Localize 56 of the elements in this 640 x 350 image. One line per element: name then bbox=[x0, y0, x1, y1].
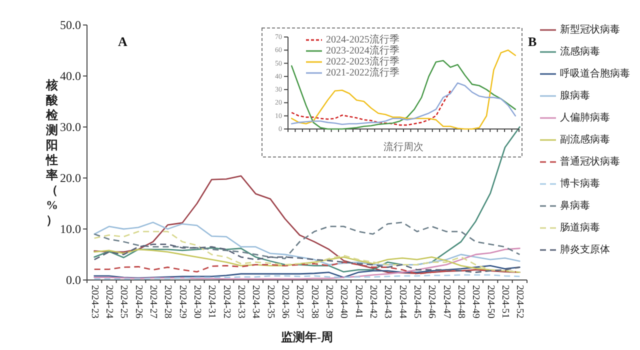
x-tick-label: 2024-43 bbox=[382, 285, 394, 318]
legend-label: 流感病毒 bbox=[560, 46, 600, 58]
x-tick-label: 2024-45 bbox=[412, 285, 422, 318]
legend-label: 2024-2025流行季 bbox=[326, 34, 400, 46]
x-tick-label: 2024-36 bbox=[280, 285, 290, 318]
x-tick-label: 2024-29 bbox=[176, 285, 188, 318]
x-tick-label: 2024-52 bbox=[514, 285, 526, 318]
x-tick-label: 2024-34 bbox=[250, 285, 262, 318]
x-tick-label: 2024-51 bbox=[500, 285, 510, 318]
x-tick-label: 2024-42 bbox=[368, 285, 378, 318]
x-tick-label: 2024-41 bbox=[352, 285, 364, 318]
legend-label: 鼻病毒 bbox=[560, 200, 590, 212]
x-tick-label: 2024-27 bbox=[148, 285, 158, 318]
legend-label: 2021-2022流行季 bbox=[326, 66, 400, 78]
x-tick-label: 2024-48 bbox=[456, 285, 466, 318]
legend-label: 肠道病毒 bbox=[560, 222, 600, 234]
y-tick-label: 20.0 bbox=[60, 171, 81, 185]
legend-label: 肺炎支原体 bbox=[560, 244, 610, 256]
x-tick-label: 2024-39 bbox=[324, 285, 334, 318]
x-tick-label: 2024-49 bbox=[470, 285, 482, 318]
x-tick-label: 2024-25 bbox=[118, 285, 130, 318]
x-tick-label: 2024-33 bbox=[236, 285, 246, 318]
legend-label: 腺病毒 bbox=[560, 90, 590, 102]
x-tick-label: 2024-40 bbox=[338, 285, 350, 318]
y-tick-label: 50.0 bbox=[60, 18, 81, 32]
x-tick-label: 2024-23 bbox=[88, 285, 100, 318]
x-tick-label: 2024-32 bbox=[220, 285, 232, 318]
x-tick-label: 2024-28 bbox=[162, 285, 174, 318]
y-tick-label: 0.0 bbox=[66, 273, 81, 287]
text: B bbox=[528, 34, 537, 49]
y-tick-label: 30.0 bbox=[60, 120, 81, 134]
x-tick-label: 2024-38 bbox=[308, 285, 320, 318]
x-axis-title: 流行周次 bbox=[384, 141, 424, 153]
legend-label: 博卡病毒 bbox=[560, 178, 600, 190]
x-tick-label: 2024-47 bbox=[440, 285, 452, 318]
legend-label: 2022-2023流行季 bbox=[326, 56, 400, 68]
y-tick-label: 40.0 bbox=[60, 69, 81, 83]
legend-label: 副流感病毒 bbox=[560, 134, 610, 146]
x-tick-label: 2024-35 bbox=[264, 285, 276, 318]
annotation: A bbox=[118, 34, 128, 49]
text: 核酸检测阳性率（%） bbox=[46, 78, 58, 227]
x-tick-label: 2024-31 bbox=[206, 285, 218, 318]
legend-label: 新型冠状病毒 bbox=[560, 24, 620, 36]
x-tick-label: 2024-50 bbox=[484, 285, 496, 318]
y-tick-label: 10.0 bbox=[60, 222, 81, 236]
x-tick-label: 2024-44 bbox=[396, 285, 408, 318]
legend-label: 普通冠状病毒 bbox=[560, 156, 620, 168]
x-axis-title: 监测年-周 bbox=[281, 330, 333, 344]
legend-label: 2023-2024流行季 bbox=[326, 44, 400, 56]
x-tick-label: 2024-46 bbox=[426, 285, 438, 318]
x-tick-label: 2024-30 bbox=[192, 285, 202, 318]
x-tick-label: 2024-37 bbox=[294, 285, 306, 318]
x-tick-label: 2024-24 bbox=[104, 285, 114, 318]
legend-label: 呼吸道合胞病毒 bbox=[560, 68, 630, 80]
x-tick-label: 2024-26 bbox=[132, 285, 144, 318]
legend-label: 人偏肺病毒 bbox=[560, 112, 610, 124]
